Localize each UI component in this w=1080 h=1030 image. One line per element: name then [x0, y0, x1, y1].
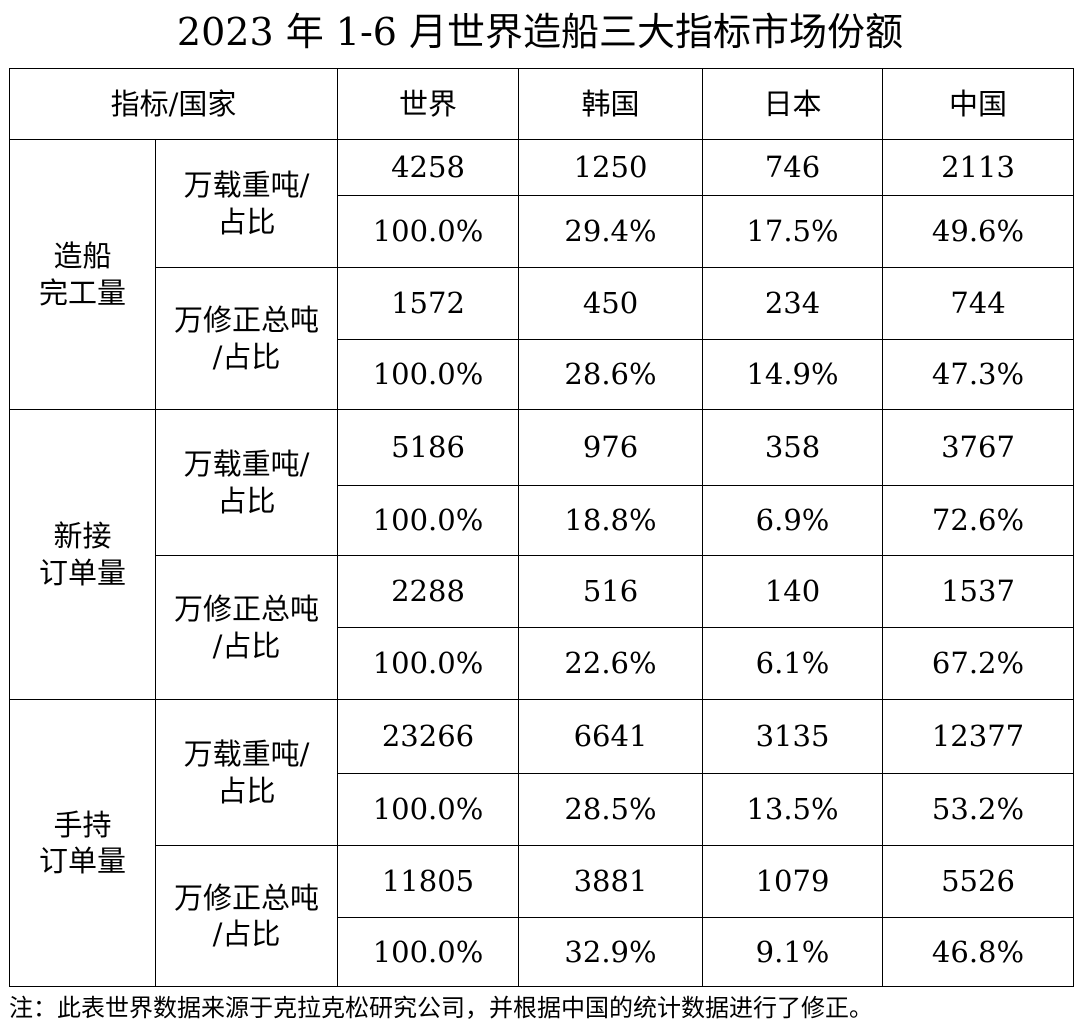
metric-label: 万载重吨/ 占比: [155, 409, 338, 556]
share-cell: 100.0%: [337, 485, 519, 556]
metric-label-line2: /占比: [212, 339, 281, 374]
market-share-table: 指标/国家 世界 韩国 日本 中国 造船 完工量 万载重吨/ 占比 4258 1…: [9, 68, 1074, 987]
group-label-orderbook: 手持 订单量: [9, 699, 156, 987]
share-cell: 100.0%: [337, 917, 519, 987]
share-cell: 28.5%: [518, 773, 703, 846]
share-cell: 72.6%: [882, 485, 1074, 556]
value-cell: 976: [518, 409, 703, 486]
group-label-line2: 订单量: [38, 844, 126, 878]
table-title: 2023 年 1-6 月世界造船三大指标市场份额: [176, 10, 904, 54]
value-cell: 358: [702, 409, 883, 486]
share-cell: 6.1%: [702, 627, 883, 700]
metric-label-line1: 万载重吨/: [183, 447, 310, 482]
group-label-line1: 手持: [53, 807, 112, 842]
group-label-line2: 完工量: [38, 275, 126, 310]
metric-label-line2: /占比: [212, 628, 281, 663]
value-cell: 11805: [337, 845, 519, 918]
share-cell: 100.0%: [337, 195, 519, 268]
metric-label-line2: 占比: [217, 773, 276, 808]
value-cell: 4258: [337, 139, 519, 196]
header-country-korea: 韩国: [518, 68, 703, 140]
value-cell: 3135: [702, 699, 883, 774]
metric-label-line2: 占比: [217, 483, 276, 518]
share-cell: 22.6%: [518, 627, 703, 700]
share-cell: 6.9%: [702, 485, 883, 556]
share-cell: 28.6%: [518, 339, 703, 410]
value-cell: 140: [702, 555, 883, 628]
group-label-line1: 新接: [53, 519, 112, 554]
table-row: 100.0% 18.8% 6.9% 72.6%: [10, 485, 1074, 556]
table-row: 造船 完工量 万载重吨/ 占比 4258 1250 746 2113: [9, 139, 1074, 410]
value-cell: 1079: [702, 845, 883, 918]
table-row: 100.0% 28.5% 13.5% 53.2%: [10, 773, 1074, 846]
group-label-line2: 订单量: [38, 555, 126, 590]
header-country-world: 世界: [337, 68, 519, 140]
value-cell: 2113: [882, 139, 1074, 196]
metric-label: 万修正总吨 /占比: [155, 555, 338, 700]
table-row: 100.0% 28.6% 14.9% 47.3%: [10, 339, 1074, 410]
metric-label-line1: 万修正总吨: [173, 303, 319, 338]
table-row: 100.0% 32.9% 9.1% 46.8%: [10, 917, 1074, 987]
share-cell: 17.5%: [702, 195, 883, 268]
group-label-completions: 造船 完工量: [9, 139, 156, 410]
value-cell: 2288: [337, 555, 519, 628]
value-cell: 5526: [882, 845, 1074, 918]
header-label: 指标/国家: [9, 68, 338, 140]
value-cell: 1250: [518, 139, 703, 196]
value-cell: 746: [702, 139, 883, 196]
source-note: 注：此表世界数据来源于克拉克松研究公司，并根据中国的统计数据进行了修正。: [9, 994, 873, 1022]
share-cell: 53.2%: [882, 773, 1074, 846]
share-cell: 100.0%: [337, 627, 519, 700]
table-row: 万修正总吨 /占比 2288 516 140 1537: [10, 555, 1074, 700]
metric-label-line1: 万载重吨/: [183, 737, 310, 772]
value-cell: 1537: [882, 555, 1074, 628]
share-cell: 47.3%: [882, 339, 1074, 410]
value-cell: 3881: [518, 845, 703, 918]
share-cell: 49.6%: [882, 195, 1074, 268]
header-country-china: 中国: [882, 68, 1074, 140]
value-cell: 1572: [337, 267, 519, 340]
group-label-line1: 造船: [53, 239, 112, 274]
value-cell: 744: [882, 267, 1074, 340]
metric-label-line1: 万修正总吨: [173, 592, 319, 627]
metric-label: 万修正总吨 /占比: [155, 267, 338, 410]
metric-label-line2: /占比: [212, 917, 281, 951]
value-cell: 516: [518, 555, 703, 628]
share-cell: 29.4%: [518, 195, 703, 268]
share-cell: 18.8%: [518, 485, 703, 556]
share-cell: 9.1%: [702, 917, 883, 987]
value-cell: 5186: [337, 409, 519, 486]
metric-label-line1: 万修正总吨: [173, 880, 319, 915]
value-cell: 234: [702, 267, 883, 340]
share-cell: 32.9%: [518, 917, 703, 987]
metric-label: 万载重吨/ 占比: [155, 139, 338, 268]
metric-label-line2: 占比: [217, 204, 276, 239]
share-cell: 67.2%: [882, 627, 1074, 700]
share-cell: 14.9%: [702, 339, 883, 410]
group-label-new-orders: 新接 订单量: [9, 409, 156, 700]
share-cell: 100.0%: [337, 773, 519, 846]
header-row: 指标/国家 世界 韩国 日本 中国: [9, 68, 1074, 140]
share-cell: 100.0%: [337, 339, 519, 410]
metric-label-line1: 万载重吨/: [183, 168, 310, 203]
table-row: 万修正总吨 /占比 1572 450 234 744: [10, 267, 1074, 410]
value-cell: 6641: [518, 699, 703, 774]
metric-label: 万载重吨/ 占比: [155, 699, 338, 846]
table-row: 手持 订单量 万载重吨/ 占比 23266 6641 3135 12377: [9, 699, 1074, 987]
value-cell: 23266: [337, 699, 519, 774]
value-cell: 450: [518, 267, 703, 340]
table-row: 万修正总吨 /占比 11805 3881 1079 5526: [10, 845, 1074, 987]
header-country-japan: 日本: [702, 68, 883, 140]
share-cell: 46.8%: [882, 917, 1074, 987]
metric-label: 万修正总吨 /占比: [155, 845, 338, 987]
value-cell: 12377: [882, 699, 1074, 774]
share-cell: 13.5%: [702, 773, 883, 846]
table-row: 新接 订单量 万载重吨/ 占比 5186 976 358 3767: [9, 409, 1074, 700]
table-row: 100.0% 22.6% 6.1% 67.2%: [10, 627, 1074, 700]
value-cell: 3767: [882, 409, 1074, 486]
